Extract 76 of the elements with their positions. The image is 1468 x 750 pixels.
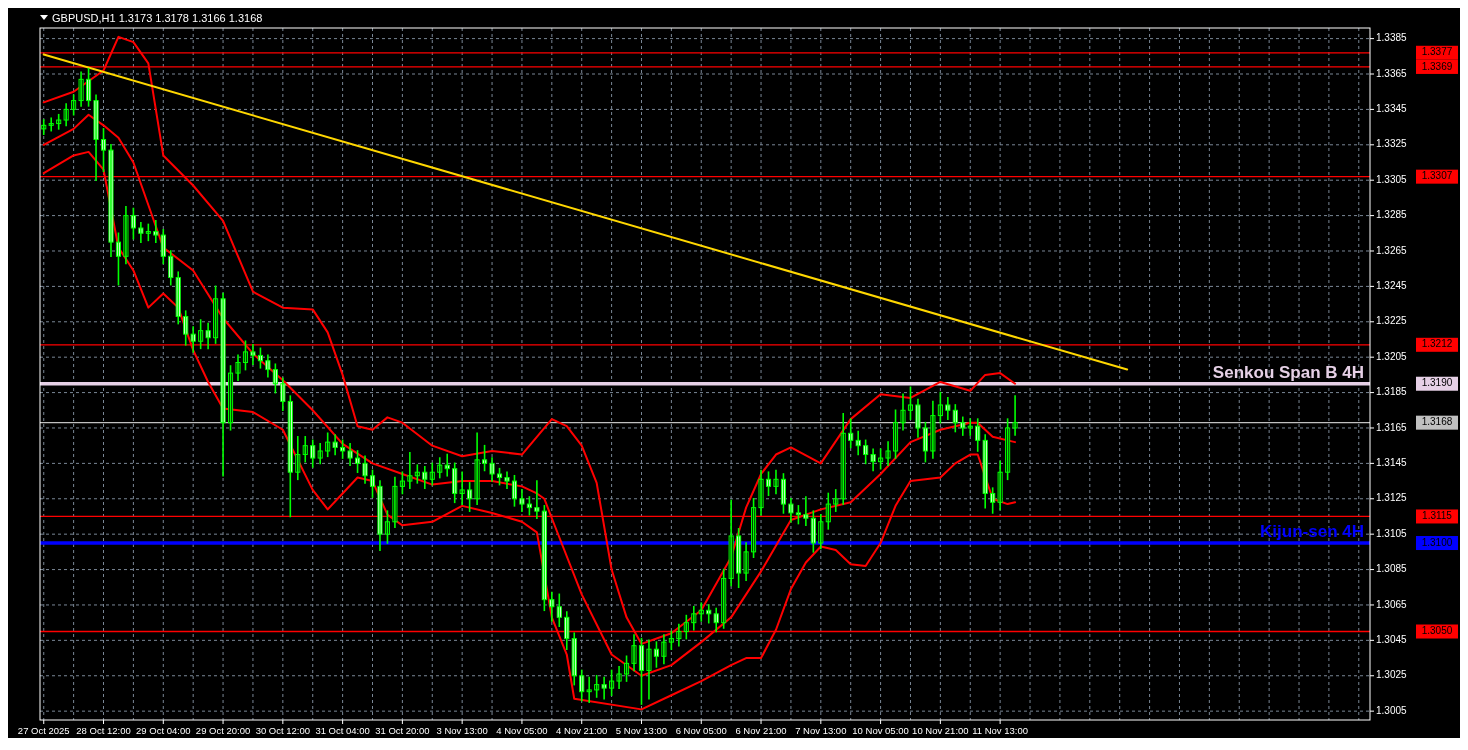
candlestick bbox=[250, 344, 256, 366]
x-tick-label: 31 Oct 04:00 bbox=[315, 725, 370, 736]
y-tick-label: 1.3305 bbox=[1376, 173, 1408, 185]
text: 1.3100 bbox=[1421, 536, 1453, 548]
candlestick bbox=[407, 451, 413, 489]
y-tick-label: 1.3165 bbox=[1376, 421, 1408, 433]
x-tick-label: 4 Nov 21:00 bbox=[556, 725, 608, 736]
candlestick bbox=[803, 496, 809, 527]
candlestick bbox=[325, 432, 331, 458]
y-tick-label: 1.3125 bbox=[1376, 492, 1408, 504]
x-tick-label: 4 Nov 05:00 bbox=[496, 725, 548, 736]
candlestick bbox=[138, 221, 144, 243]
text: 1.3212 bbox=[1421, 338, 1453, 350]
candlestick bbox=[601, 676, 607, 700]
y-tick-label: 1.3025 bbox=[1376, 669, 1408, 681]
candlestick bbox=[586, 676, 592, 704]
candlestick bbox=[332, 434, 338, 456]
candlestick bbox=[317, 443, 323, 465]
chart-title: GBPUSD,H1 1.3173 1.3178 1.3166 1.3168 bbox=[52, 12, 263, 24]
candlestick bbox=[519, 489, 525, 512]
candlestick bbox=[504, 471, 510, 489]
y-tick-label: 1.3225 bbox=[1376, 315, 1408, 327]
x-tick-label: 27 Oct 2025 bbox=[17, 725, 70, 736]
x-tick-label: 29 Oct 04:00 bbox=[136, 725, 191, 736]
text: 1.3369 bbox=[1421, 60, 1453, 72]
text: 1.3168 bbox=[1421, 416, 1453, 428]
candlestick bbox=[885, 441, 891, 466]
text: 1.3190 bbox=[1421, 377, 1453, 389]
x-tick-label: 10 Nov 21:00 bbox=[912, 725, 969, 736]
x-tick-label: 11 Nov 13:00 bbox=[972, 725, 1029, 736]
x-tick-label: 5 Nov 13:00 bbox=[615, 725, 668, 736]
candlestick bbox=[399, 471, 405, 495]
y-tick-label: 1.3065 bbox=[1376, 598, 1408, 610]
y-tick-label: 1.3045 bbox=[1376, 634, 1408, 645]
x-tick-label: 6 Nov 21:00 bbox=[735, 725, 787, 736]
ref-line-label: Senkou Span B 4H bbox=[1212, 362, 1364, 382]
candlestick bbox=[347, 443, 353, 466]
candlestick bbox=[945, 397, 951, 420]
x-tick-label: 28 Oct 12:00 bbox=[76, 725, 131, 736]
y-tick-label: 1.3005 bbox=[1376, 704, 1408, 716]
y-tick-label: 1.3385 bbox=[1376, 32, 1408, 44]
x-tick-label: 7 Nov 13:00 bbox=[795, 725, 847, 736]
candlestick bbox=[459, 471, 465, 505]
text: 1.3377 bbox=[1421, 46, 1453, 58]
candlestick bbox=[594, 674, 600, 698]
x-tick-label: 30 Oct 12:00 bbox=[255, 725, 311, 736]
y-tick-label: 1.3205 bbox=[1376, 350, 1408, 362]
candlestick bbox=[878, 448, 884, 470]
x-tick-label: 10 Nov 05:00 bbox=[852, 725, 909, 736]
y-tick-label: 1.3245 bbox=[1376, 280, 1408, 292]
x-tick-label: 3 Nov 13:00 bbox=[436, 725, 488, 736]
text: 1.3050 bbox=[1421, 625, 1453, 637]
candlestick bbox=[153, 220, 159, 243]
x-tick-label: 31 Oct 20:00 bbox=[375, 725, 430, 736]
y-tick-label: 1.3085 bbox=[1376, 563, 1408, 575]
y-tick-label: 1.3325 bbox=[1376, 138, 1408, 150]
candlestick bbox=[788, 497, 794, 523]
y-tick-label: 1.3345 bbox=[1376, 103, 1408, 115]
candlestick bbox=[482, 444, 488, 472]
candlestick bbox=[907, 386, 914, 420]
candlestick bbox=[616, 666, 622, 689]
candlestick bbox=[1012, 395, 1018, 436]
text: 1.3115 bbox=[1422, 510, 1453, 522]
x-tick-label: 29 Oct 20:00 bbox=[195, 725, 251, 736]
y-tick-label: 1.3365 bbox=[1376, 67, 1408, 79]
y-tick-label: 1.3185 bbox=[1376, 386, 1408, 398]
y-tick-label: 1.3105 bbox=[1376, 527, 1408, 539]
candlestick bbox=[609, 669, 615, 697]
y-tick-label: 1.3265 bbox=[1376, 244, 1408, 256]
candlestick bbox=[355, 450, 361, 474]
y-tick-label: 1.3145 bbox=[1376, 457, 1408, 469]
ref-line-label: Kijun-sen 4H bbox=[1260, 522, 1364, 542]
text: 1.3307 bbox=[1421, 170, 1453, 182]
y-tick-label: 1.3285 bbox=[1376, 209, 1408, 221]
candlestick bbox=[534, 480, 540, 520]
x-tick-label: 6 Nov 05:00 bbox=[675, 725, 727, 736]
